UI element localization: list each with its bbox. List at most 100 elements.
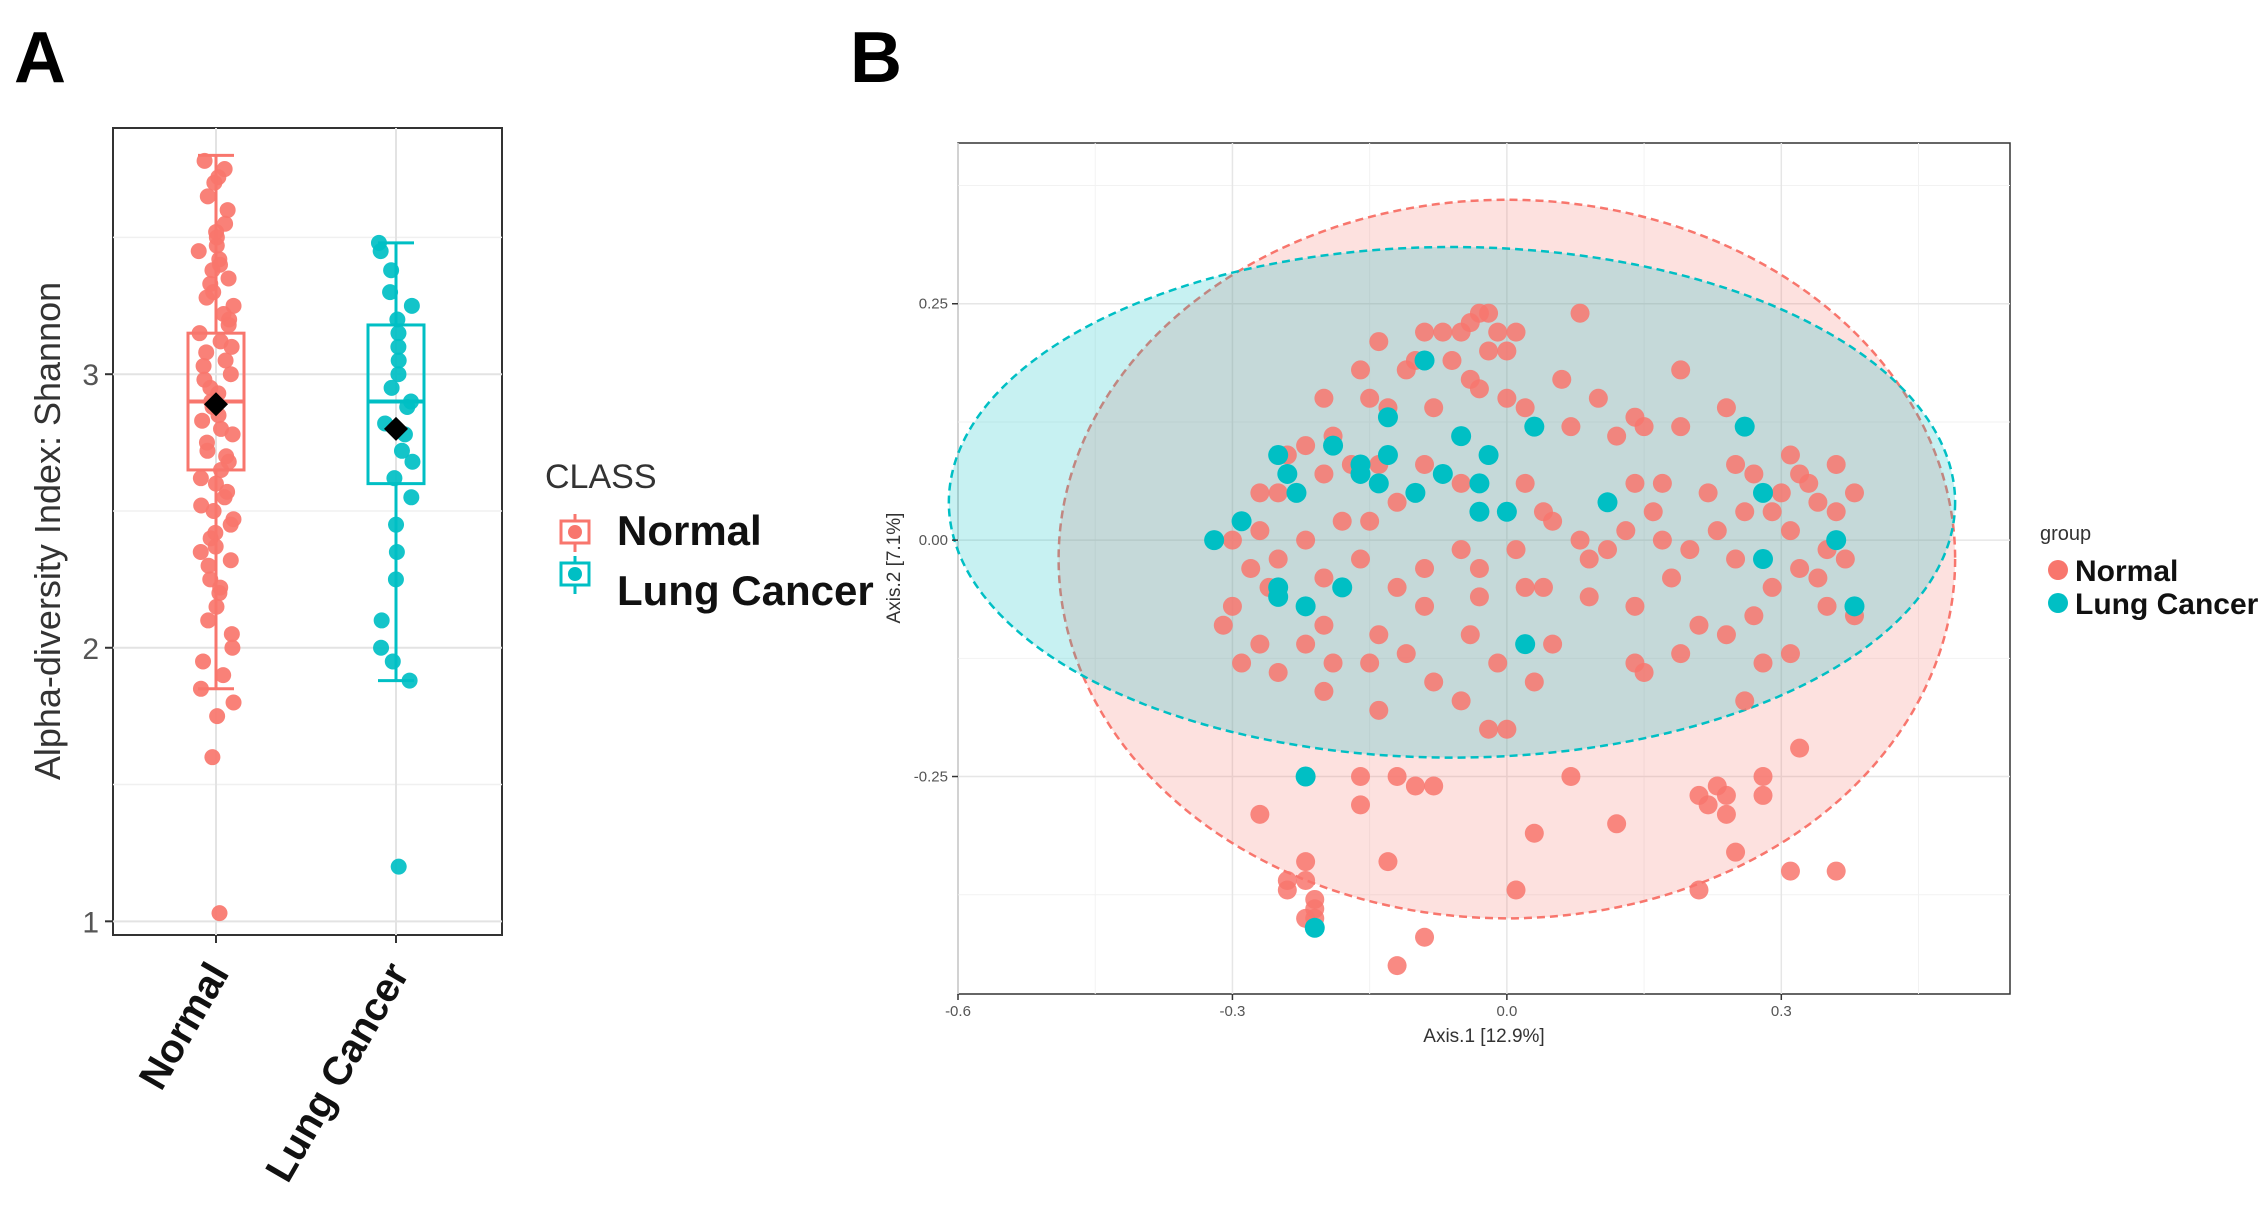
- panel-a-y-tick-label: 2: [82, 633, 99, 666]
- panel-b-point-normal: [1415, 927, 1435, 947]
- panel-b-point-lung-cancer: [1597, 492, 1618, 513]
- panel-a-point: [208, 237, 225, 254]
- panel-b-points-lung-cancer: [1204, 350, 1865, 938]
- panel-a-point: [199, 442, 216, 459]
- panel-a-letter: A: [14, 18, 66, 98]
- panel-b-point-lung-cancer: [1332, 577, 1353, 598]
- panel-a-point: [225, 694, 242, 711]
- panel-b-y-tick-label: 0.25: [919, 296, 948, 313]
- panel-a-point: [390, 858, 407, 875]
- panel-b-point-lung-cancer: [1268, 445, 1289, 466]
- panel-b-point-normal: [1460, 625, 1480, 645]
- panel-b-point-normal: [1424, 672, 1444, 692]
- panel-b-point-normal: [1497, 719, 1517, 739]
- panel-b-point-lung-cancer: [1231, 511, 1252, 532]
- panel-a-point: [193, 497, 210, 514]
- panel-b-point-lung-cancer: [1734, 416, 1755, 437]
- panel-a-point: [196, 152, 213, 169]
- panel-a-x-tick-label: Lung Cancer: [257, 956, 417, 1190]
- panel-b-point-normal: [1744, 464, 1764, 484]
- panel-b-ellipse-lung-cancer: [947, 245, 1957, 759]
- panel-b-point-normal: [1351, 549, 1371, 569]
- panel-a-point: [220, 270, 237, 287]
- panel-b-point-normal: [1469, 587, 1489, 607]
- panel-b-point-normal: [1753, 653, 1773, 673]
- panel-b-point-normal: [1268, 663, 1288, 683]
- panel-b-point-lung-cancer: [1414, 350, 1435, 371]
- panel-b-point-normal: [1753, 785, 1773, 805]
- panel-b-point-lung-cancer: [1844, 596, 1865, 617]
- panel-b-point-normal: [1515, 473, 1535, 493]
- panel-b-point-normal: [1707, 521, 1727, 541]
- panel-a-point: [223, 626, 240, 643]
- panel-b-point-normal: [1387, 767, 1407, 787]
- panel-b-point-lung-cancer: [1350, 463, 1371, 484]
- panel-b-point-normal: [1424, 398, 1444, 418]
- panel-b-point-normal: [1296, 436, 1316, 456]
- panel-b-point-normal: [1780, 521, 1800, 541]
- panel-b-point-normal: [1469, 559, 1489, 578]
- panel-a-point: [192, 470, 209, 487]
- panel-a-point: [222, 516, 239, 533]
- panel-b-legend-label-normal: Normal: [2075, 555, 2178, 588]
- panel-b-point-normal: [1826, 454, 1846, 474]
- panel-a-plot-frame: [112, 127, 503, 936]
- panel-b-point-normal: [1780, 445, 1800, 465]
- panel-b-point-normal: [1360, 653, 1380, 673]
- panel-b-point-normal: [1296, 852, 1316, 872]
- panel-b-point-normal: [1616, 521, 1636, 541]
- panel-b-point-normal: [1323, 653, 1343, 673]
- panel-b-point-normal: [1360, 511, 1380, 531]
- panel-b-x-tick-label: -0.3: [1220, 1003, 1246, 1020]
- panel-b-letter: B: [850, 18, 902, 98]
- panel-b-point-lung-cancer: [1304, 917, 1325, 938]
- panel-a-point: [404, 453, 421, 470]
- panel-b-point-lung-cancer: [1451, 426, 1472, 447]
- panel-a-point: [217, 352, 234, 369]
- panel-b-point-lung-cancer: [1268, 586, 1289, 607]
- panel-a-point: [198, 344, 215, 361]
- panel-a-point: [383, 379, 400, 396]
- panel-a-point: [208, 598, 225, 615]
- panel-b-x-tick-label: 0.0: [1496, 1003, 1517, 1020]
- panel-a-point: [215, 667, 232, 684]
- panel-b-point-normal: [1726, 549, 1746, 569]
- panel-b-point-normal: [1753, 767, 1773, 787]
- panel-a-point: [373, 612, 390, 629]
- panel-a-point: [199, 188, 216, 205]
- panel-b-point-normal: [1479, 303, 1499, 323]
- panel-b-point-lung-cancer: [1323, 435, 1344, 456]
- panel-a-mean-marker: [204, 392, 228, 417]
- panel-a-point: [403, 297, 420, 314]
- panel-b-point-normal: [1579, 587, 1599, 607]
- panel-b-point-normal: [1222, 530, 1242, 550]
- panel-b-point-normal: [1250, 804, 1270, 824]
- panel-b-point-normal: [1268, 549, 1288, 569]
- panel-b-point-normal: [1698, 483, 1718, 503]
- panel-b-point-normal: [1396, 360, 1416, 380]
- panel-a-legend-key-lung-cancer: [559, 556, 591, 594]
- panel-b-point-normal: [1780, 644, 1800, 664]
- panel-b-x-tick-label: 0.3: [1771, 1003, 1792, 1020]
- panel-a-point: [195, 653, 212, 670]
- panel-b-point-normal: [1543, 634, 1563, 654]
- panel-b-point-lung-cancer: [1826, 530, 1847, 551]
- panel-a-point: [206, 174, 223, 191]
- panel-b-point-normal: [1726, 454, 1746, 474]
- panel-a-legend-label-normal: Normal: [617, 507, 762, 554]
- panel-b-scatter: -0.25 0.00 0.25 -0.6 -0.3 0.0 0.3 Axis.1 [12.…: [884, 142, 2011, 1047]
- panel-a-points: [190, 152, 421, 922]
- panel-b-point-normal: [1497, 341, 1517, 361]
- panel-b-point-normal: [1351, 795, 1371, 815]
- panel-b-point-normal: [1360, 388, 1380, 408]
- panel-a-boxplot: 1 2 3 Normal Lung Cancer Alpha-diversity In…: [27, 127, 503, 1190]
- panel-b-point-normal: [1643, 502, 1663, 522]
- panel-b-point-normal: [1634, 663, 1654, 683]
- panel-a-point: [209, 708, 226, 725]
- panel-b-point-normal: [1671, 417, 1691, 437]
- panel-b-legend-label-lung-cancer: Lung Cancer: [2075, 588, 2259, 621]
- panel-b-point-lung-cancer: [1377, 445, 1398, 466]
- panel-b-point-normal: [1524, 823, 1544, 843]
- panel-b-point-normal: [1826, 502, 1846, 522]
